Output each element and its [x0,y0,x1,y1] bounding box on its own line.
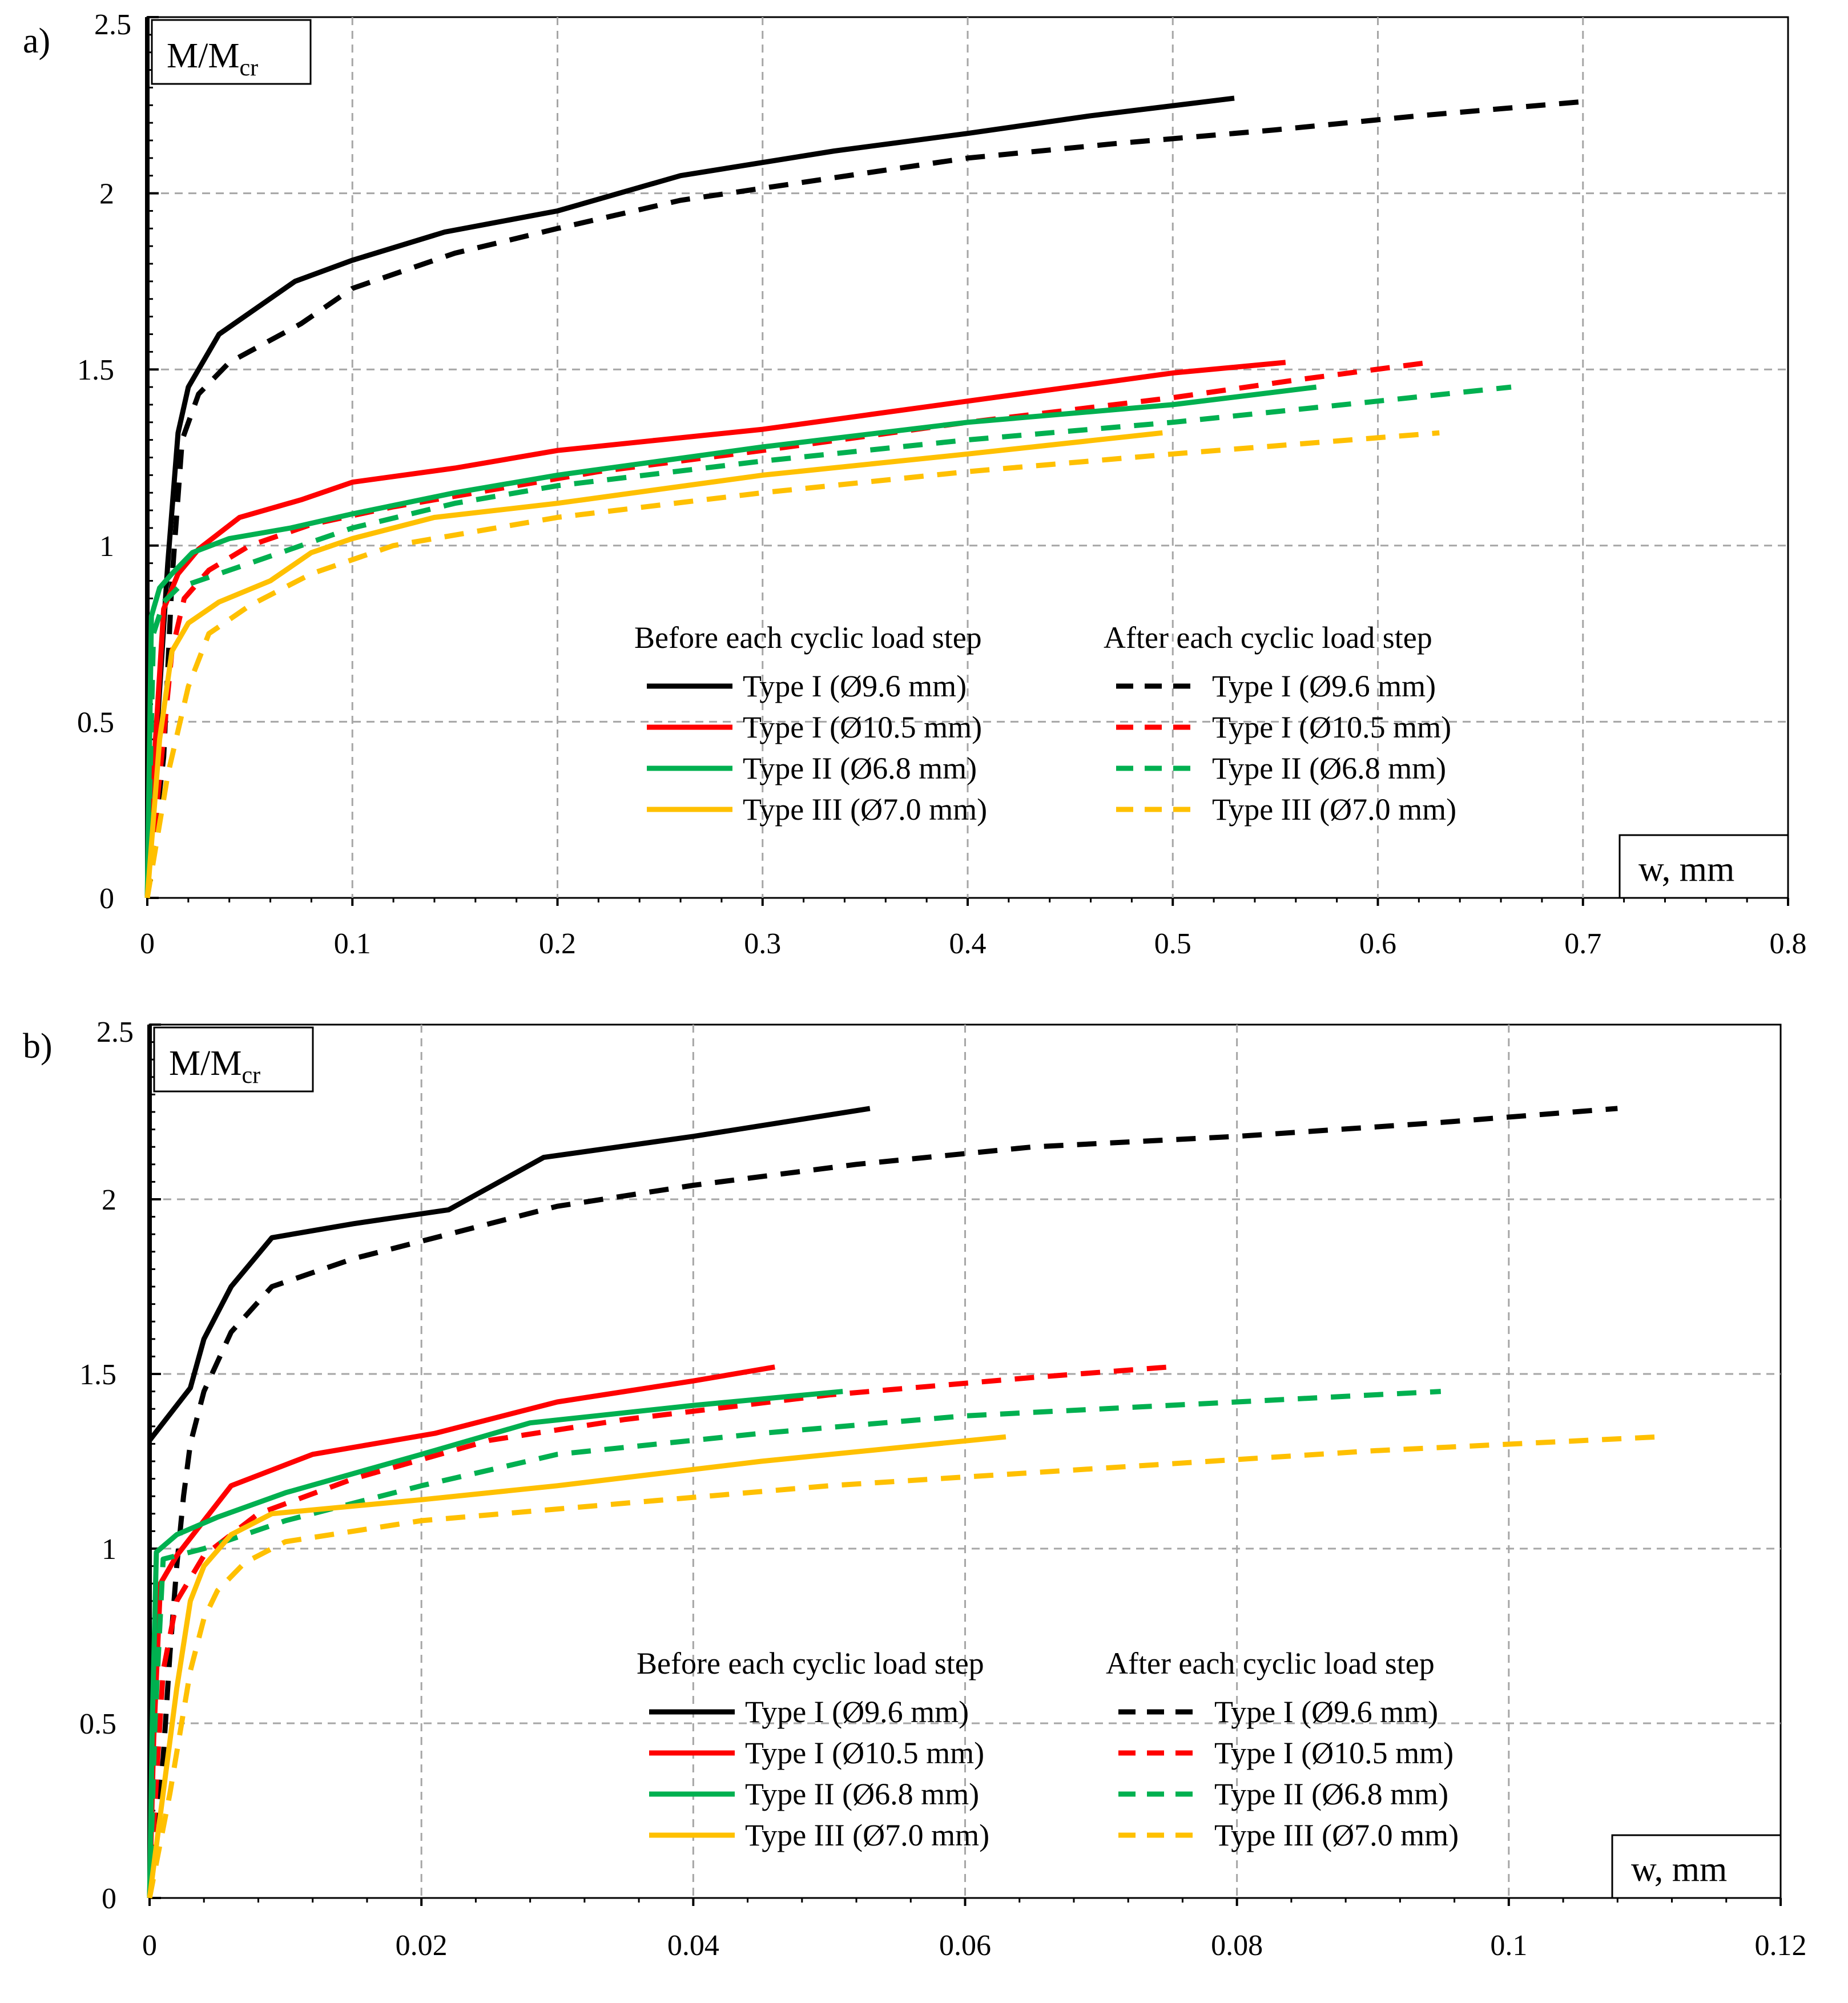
y-tick-label: 2 [99,178,114,211]
legend-label-before: Type I (Ø10.5 mm) [745,1736,984,1770]
series-line-before [144,360,1286,898]
legend-title-after: After each cyclic load step [1106,1646,1435,1680]
series-line-before [144,430,1163,898]
series-line-after [144,430,1440,898]
xlabel-frame [1618,834,1789,899]
series-line-after [144,99,1584,898]
legend-label-after: Type III (Ø7.0 mm) [1214,1818,1459,1852]
series-line-before [147,1364,775,1899]
legend-label-after: Type I (Ø10.5 mm) [1214,1736,1454,1770]
legend-title-before: Before each cyclic load step [634,620,982,655]
series-line-after [147,1364,1169,1899]
x-tick-label: 0.5 [1154,928,1191,960]
y-tick-label: 1.5 [79,1359,116,1391]
legend-label-after: Type II (Ø6.8 mm) [1212,751,1446,785]
ylabel-box: M/Mcr [151,19,312,85]
ylabel-main: M/M [169,1044,241,1083]
legend-label-before: Type II (Ø6.8 mm) [745,1777,979,1811]
y-tick-label: 0 [99,882,114,915]
series-line-after [147,1106,1618,1899]
ylabel-box: M/Mcr [153,1026,314,1093]
x-tick-label: 0.12 [1755,1929,1807,1962]
y-tick-label: 0 [102,1883,116,1915]
series-line-before [144,384,1317,898]
ylabel-subscript: cr [241,1062,260,1089]
x-tick-label: 0.3 [744,928,781,960]
y-tick-label: 2 [102,1184,116,1216]
series-line-after [147,1389,1442,1899]
y-tick-label: 1 [102,1533,116,1566]
y-tick-label: 0.5 [77,706,114,739]
ylabel-main: M/M [167,37,239,75]
panel-label-a: a) [23,22,50,61]
legend-label-after: Type II (Ø6.8 mm) [1214,1777,1448,1811]
ylabel-frame [151,19,312,85]
legend-label-before: Type I (Ø9.6 mm) [745,1695,969,1729]
y-tick-label: 1 [99,530,114,563]
series-line-after [147,1434,1658,1899]
ylabel-text: M/Mcr [167,37,258,81]
x-tick-label: 0.02 [396,1929,448,1962]
x-tick-label: 0.8 [1770,928,1807,960]
legend-label-after: Type I (Ø10.5 mm) [1212,710,1451,744]
x-tick-label: 0.06 [939,1929,991,1962]
legend-label-after: Type I (Ø9.6 mm) [1212,669,1436,703]
series-line-after [144,384,1512,898]
x-tick-label: 0.08 [1211,1929,1263,1962]
legend-title-before: Before each cyclic load step [637,1646,984,1680]
x-tick-label: 0.04 [667,1929,719,1962]
ylabel-frame [153,1026,314,1093]
y-tick-label: 1.5 [77,354,114,386]
xlabel-text: w, mm [1631,1850,1727,1889]
series-line-before [147,1434,1006,1899]
chart-panel-a: a) 0 0.1 0.2 0.3 0.4 0.5 0.6 0.7 0.8 0 0.5 1 1.5 2 2.5… [23,9,1807,960]
x-tick-label: 0.1 [1490,1929,1527,1962]
series-line-before [147,1106,871,1442]
ylabel-text: M/Mcr [169,1044,260,1089]
xlabel-text: w, mm [1638,850,1734,889]
series-line-before [147,1389,843,1899]
legend-label-before: Type I (Ø10.5 mm) [743,710,982,744]
x-tick-label: 0.6 [1359,928,1396,960]
x-tick-label: 0.4 [949,928,987,960]
x-tick-label: 0 [142,1929,157,1962]
legend-label-before: Type III (Ø7.0 mm) [745,1818,989,1852]
xlabel-frame [1611,1834,1782,1899]
legend-label-after: Type III (Ø7.0 mm) [1212,792,1456,827]
legend-label-before: Type I (Ø9.6 mm) [743,669,967,703]
legend-title-after: After each cyclic load step [1104,620,1432,655]
y-tick-label: 0.5 [79,1708,116,1740]
y-tick-label: 2.5 [94,9,131,41]
ylabel-subscript: cr [239,55,258,81]
legend-label-before: Type III (Ø7.0 mm) [743,792,987,827]
legend-label-after: Type I (Ø9.6 mm) [1214,1695,1438,1729]
panel-label-b: b) [23,1027,53,1066]
x-tick-label: 0.2 [539,928,576,960]
x-tick-label: 0.7 [1564,928,1601,960]
x-tick-label: 0 [140,928,155,960]
chart-panel-b: b) 0 0.02 0.04 0.06 0.08 0.1 0.12 0 0.5 1 1.5 2 2.5 M… [23,1016,1807,1962]
x-tick-label: 0.1 [334,928,371,960]
series-line-before [144,95,1235,898]
legend-label-before: Type II (Ø6.8 mm) [743,751,977,785]
y-tick-label: 2.5 [96,1016,134,1049]
